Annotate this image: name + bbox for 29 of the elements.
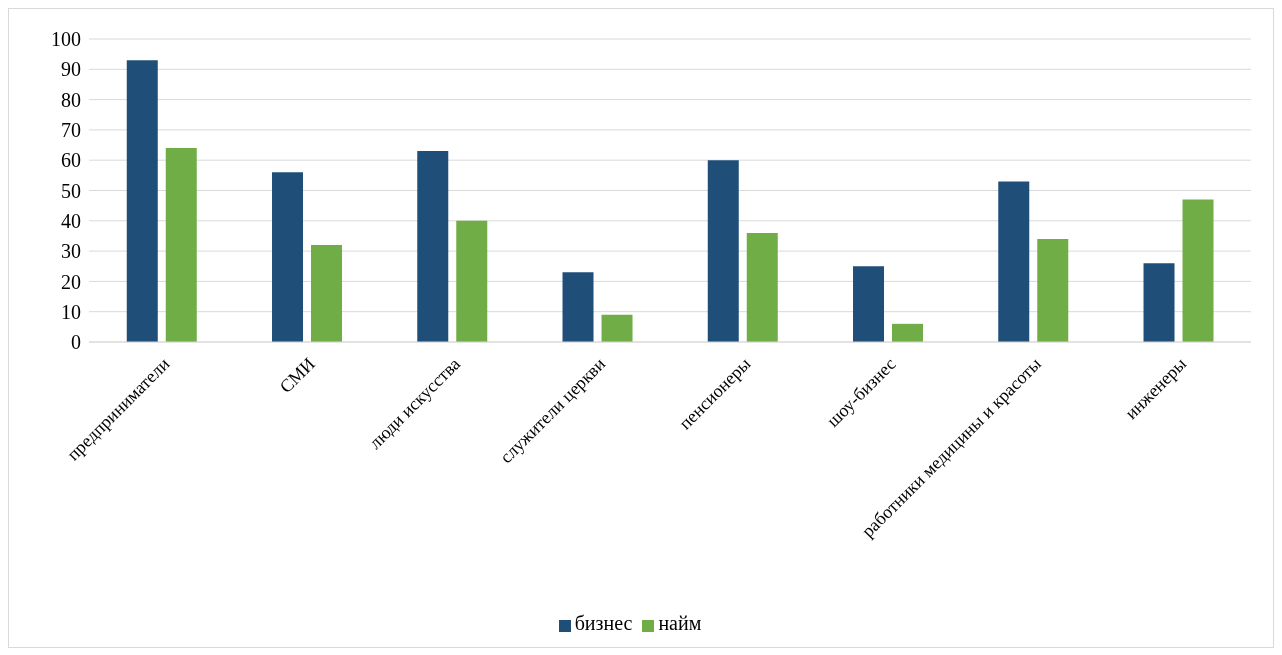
bar [1037, 238, 1069, 342]
y-tick-label: 50 [61, 179, 81, 202]
bar [746, 232, 778, 342]
y-tick-label: 30 [61, 240, 81, 263]
bar [601, 314, 633, 342]
legend-label: бизнес [574, 612, 633, 634]
y-tick-label: 20 [61, 270, 81, 293]
bar [417, 151, 449, 342]
y-tick-label: 60 [61, 149, 81, 172]
y-tick-label: 80 [61, 88, 81, 111]
y-tick-label: 90 [61, 58, 81, 81]
bar [126, 60, 158, 342]
legend-label: найм [658, 612, 702, 634]
y-tick-label: 0 [71, 331, 81, 354]
bar [892, 323, 924, 342]
bar [1143, 263, 1175, 342]
y-tick-label: 10 [61, 300, 81, 323]
bar [1182, 199, 1214, 342]
y-tick-label: 100 [51, 28, 81, 51]
y-tick-label: 40 [61, 209, 81, 232]
bar [853, 266, 885, 342]
bar [562, 272, 594, 342]
bar [998, 181, 1030, 342]
bar [456, 220, 488, 342]
bar [707, 160, 739, 342]
bar [272, 172, 304, 342]
y-tick-label: 70 [61, 119, 81, 141]
bar [311, 245, 343, 342]
bar [165, 148, 197, 342]
